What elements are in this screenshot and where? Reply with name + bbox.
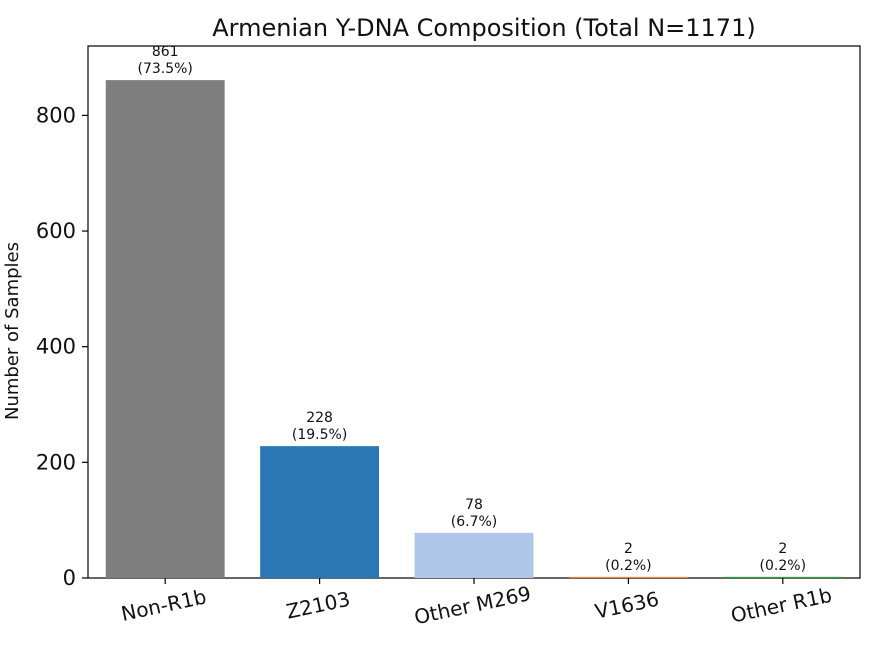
bar (723, 576, 843, 578)
x-tick-label: Z2103 (284, 587, 352, 624)
data-label-percent: (6.7%) (451, 514, 498, 530)
y-axis-label: Number of Samples (2, 242, 23, 420)
data-label-count: 228 (306, 410, 333, 426)
data-label-percent: (0.2%) (605, 558, 652, 574)
data-label-percent: (19.5%) (292, 427, 347, 443)
data-label-percent: (73.5%) (137, 61, 192, 77)
data-label-count: 861 (152, 44, 179, 60)
y-tick-label: 800 (36, 103, 76, 127)
x-tick-label: V1636 (593, 587, 661, 624)
y-tick-label: 400 (36, 335, 76, 359)
data-label-count: 2 (624, 541, 633, 557)
x-tick-label: Non-R1b (119, 584, 209, 625)
y-tick-label: 0 (63, 566, 76, 590)
x-tick-label: Other M269 (412, 581, 533, 629)
bar (105, 80, 225, 578)
data-label-count: 2 (778, 541, 787, 557)
data-label-percent: (0.2%) (760, 558, 807, 574)
bar (260, 446, 380, 578)
chart-title: Armenian Y-DNA Composition (Total N=1171… (212, 14, 755, 42)
y-tick-label: 600 (36, 219, 76, 243)
bar (414, 532, 534, 578)
bar (568, 576, 688, 578)
plot-area: 0 200 400 600 800 Non-R1b 861(73.5%) Z2103 228(1… (36, 44, 861, 629)
x-tick-label: Other R1b (729, 583, 834, 628)
data-label-count: 78 (465, 497, 483, 513)
y-tick-label: 200 (36, 450, 76, 474)
